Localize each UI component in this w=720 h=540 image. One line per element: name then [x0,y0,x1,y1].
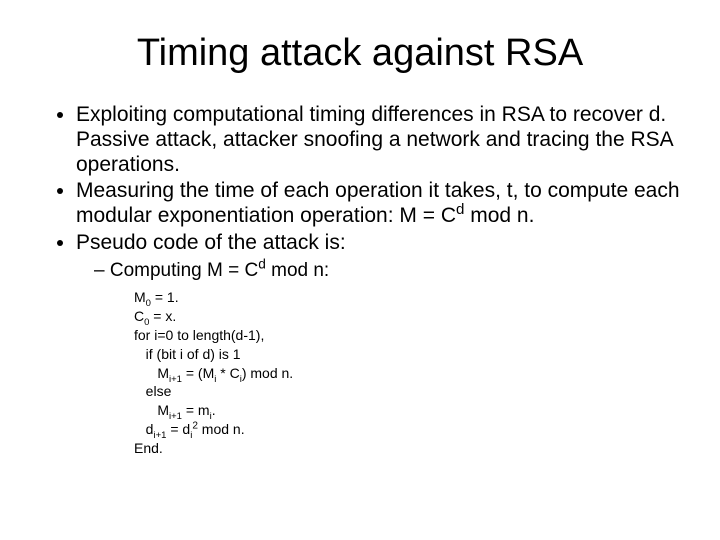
code-line-2: C0 = x. [134,307,680,326]
sub-1-post: mod n: [266,260,329,281]
code-line-7: Mi+1 = mi. [134,401,680,420]
sub-1-sup: d [258,256,266,271]
code-line-4: if (bit i of d) is 1 [134,345,680,364]
bullet-3-text: Pseudo code of the attack is: [76,231,346,254]
code-line-9: End. [134,439,680,458]
c8b: = d [166,421,190,437]
code-line-6: else [134,382,680,401]
c2a: C [134,308,144,324]
sub-1-pre: Computing M = C [110,260,258,281]
c2b: = x. [149,308,176,324]
c5c: * C [216,365,239,381]
code-line-8: di+1 = di2 mod n. [134,420,680,439]
pseudocode: M0 = 1. C0 = x. for i=0 to length(d-1), … [134,288,680,458]
bullet-1-text: Exploiting computational timing differen… [76,103,673,176]
c7b: = m [182,402,210,418]
bullet-3: Pseudo code of the attack is: Computing … [76,231,680,458]
code-line-1: M0 = 1. [134,288,680,307]
c1a: M [134,289,146,305]
c1b: = 1. [151,289,179,305]
bullet-2: Measuring the time of each operation it … [76,179,680,229]
sub-list: Computing M = Cd mod n: [76,260,680,282]
c8a: d [134,421,153,437]
sub-bullet-1: Computing M = Cd mod n: [94,260,680,282]
bullet-2-pre: Measuring the time of each operation it … [76,179,680,227]
code-line-3: for i=0 to length(d-1), [134,326,680,345]
c7a: M [134,402,169,418]
c5d: ) mod n. [242,365,293,381]
c5b: = (M [182,365,214,381]
c5a: M [134,365,169,381]
bullet-2-post: mod n. [464,204,534,227]
bullet-1: Exploiting computational timing differen… [76,103,680,177]
code-line-5: Mi+1 = (Mi * Ci) mod n. [134,364,680,383]
slide-title: Timing attack against RSA [40,32,680,75]
bullet-list: Exploiting computational timing differen… [40,103,680,458]
c8c: mod n. [198,421,245,437]
c7c: . [212,402,216,418]
slide: Timing attack against RSA Exploiting com… [0,0,720,540]
